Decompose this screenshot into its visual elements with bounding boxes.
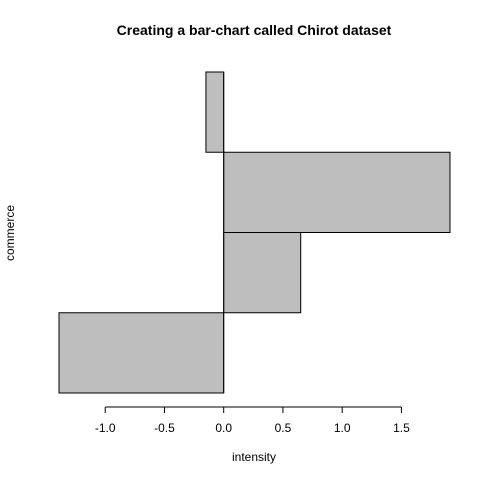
bar-4 [205,71,225,153]
bar-3 [223,151,451,233]
bar-1 [58,312,225,394]
x-tick-label: -1.0 [95,421,116,435]
y-axis-label: commerce [3,205,17,261]
bar-2 [223,232,302,314]
x-axis-label: intensity [232,450,276,464]
x-axis: -1.0 -0.5 0.0 0.5 1.0 1.5 [95,406,410,435]
x-tick-label: 1.0 [334,421,351,435]
bars-layer [58,71,451,394]
x-tick-label: 0.0 [215,421,232,435]
x-tick-label: 0.5 [275,421,292,435]
x-tick-label: -0.5 [154,421,175,435]
x-tick-label: 1.5 [393,421,410,435]
chart-title: Creating a bar-chart called Chirot datas… [117,22,392,38]
